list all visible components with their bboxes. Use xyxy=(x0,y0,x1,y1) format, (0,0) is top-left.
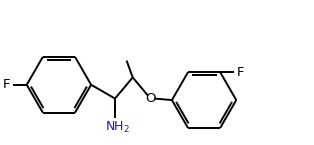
Text: F: F xyxy=(3,78,10,91)
Text: O: O xyxy=(145,92,156,105)
Text: F: F xyxy=(236,66,244,79)
Text: NH$_2$: NH$_2$ xyxy=(105,120,130,135)
